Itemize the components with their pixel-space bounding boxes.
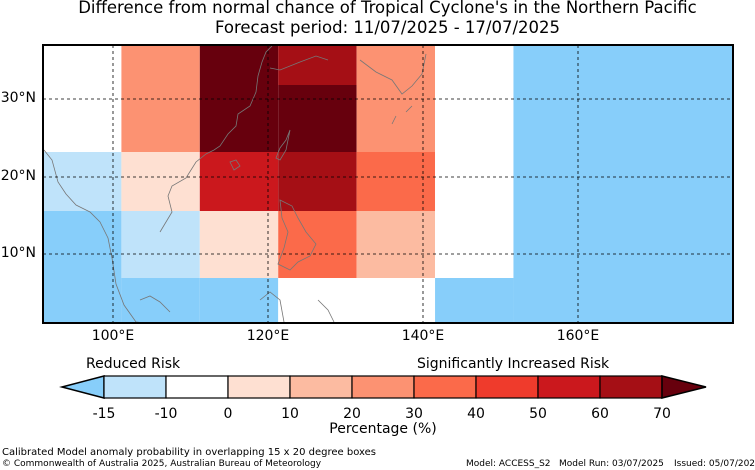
footer-model-run: Model Run: 03/07/2025 (559, 459, 664, 469)
colorbar-segment (165, 375, 229, 399)
colorbar-segment (599, 375, 663, 399)
colorbar-tick-label: -15 (92, 406, 116, 422)
anomaly-cell (278, 85, 357, 152)
anomaly-cell (435, 152, 514, 211)
anomaly-cell (121, 278, 200, 323)
anomaly-cell (513, 278, 733, 323)
colorbar-tick-label: 60 (591, 406, 609, 422)
coastline (43, 45, 427, 324)
anomaly-cell (278, 211, 357, 278)
coastline-islands (229, 53, 427, 323)
anomaly-cell (435, 278, 514, 323)
footer-description: Calibrated Model anomaly probability in … (2, 447, 377, 458)
colorbar-segment (351, 375, 415, 399)
colorbar-tick-label: 70 (653, 406, 671, 422)
anomaly-cell (435, 85, 514, 152)
anomaly-cell (513, 45, 733, 85)
colorbar-extend-high (661, 375, 707, 399)
lat-label-10n: 10°N (0, 245, 36, 261)
anomaly-cell (199, 211, 279, 278)
colorbar-segment (227, 375, 291, 399)
forecast-period: Forecast period: 11/07/2025 - 17/07/2025 (214, 18, 561, 37)
colorbar-segment (413, 375, 477, 399)
anomaly-cell (513, 152, 733, 211)
anomaly-cell (43, 278, 122, 323)
lat-label-20n: 20°N (0, 168, 36, 184)
lon-label-120e: 120°E (246, 328, 290, 344)
anomaly-cell (356, 45, 436, 85)
anomaly-cell (43, 45, 122, 85)
anomaly-cell (356, 152, 436, 211)
colorbar-tick-label: 0 (223, 406, 233, 422)
colorbar-tick-label: 40 (467, 406, 485, 422)
anomaly-cell (435, 211, 514, 278)
anomaly-cell (199, 45, 279, 85)
anomaly-cell (121, 85, 200, 152)
anomaly-cell (278, 45, 357, 85)
increased-risk-label: Significantly Increased Risk (417, 356, 610, 372)
reduced-risk-label: Reduced Risk (86, 356, 181, 372)
anomaly-cell (199, 278, 279, 323)
anomaly-cells (43, 45, 733, 323)
coastline-asia (43, 45, 329, 324)
anomaly-cell (513, 85, 733, 152)
footer-copyright: © Commonwealth of Australia 2025, Austra… (2, 459, 322, 469)
anomaly-cell (43, 211, 122, 278)
colorbar-segment (537, 375, 601, 399)
anomaly-cell (199, 152, 279, 211)
anomaly-cell (356, 278, 436, 323)
lon-label-140e: 140°E (401, 328, 445, 344)
footer-model: Model: ACCESS_S2 (466, 459, 551, 469)
map-frame (42, 44, 734, 324)
anomaly-cell (121, 211, 200, 278)
colorbar-extend-low (59, 375, 105, 399)
colorbar-segment (103, 375, 167, 399)
colorbar-tick-label: -10 (154, 406, 178, 422)
anomaly-cell (278, 278, 357, 323)
anomaly-cell (356, 211, 436, 278)
colorbar-segment (289, 375, 353, 399)
anomaly-cell (435, 45, 514, 85)
colorbar-axis-label: Percentage (%) (329, 421, 437, 437)
lon-label-160e: 160°E (556, 328, 600, 344)
footer-issued: Issued: 05/07/2025 (674, 459, 755, 469)
anomaly-cell (278, 152, 357, 211)
anomaly-cell (199, 85, 279, 152)
anomaly-cell (121, 152, 200, 211)
anomaly-cell (356, 85, 436, 152)
colorbar-segment (475, 375, 539, 399)
anomaly-cell (43, 152, 122, 211)
anomaly-cell (513, 211, 733, 278)
colorbar-tick-label: 50 (529, 406, 547, 422)
colorbar-tick-label: 30 (405, 406, 423, 422)
map-title: Difference from normal chance of Tropica… (78, 0, 697, 17)
colorbar-tick-label: 10 (281, 406, 299, 422)
anomaly-cell (43, 85, 122, 152)
lon-label-100e: 100°E (91, 328, 135, 344)
lat-label-30n: 30°N (0, 90, 36, 106)
colorbar-tick-label: 20 (343, 406, 361, 422)
anomaly-cell (121, 45, 200, 85)
grid-lines (43, 45, 733, 323)
colorbar (59, 375, 707, 399)
